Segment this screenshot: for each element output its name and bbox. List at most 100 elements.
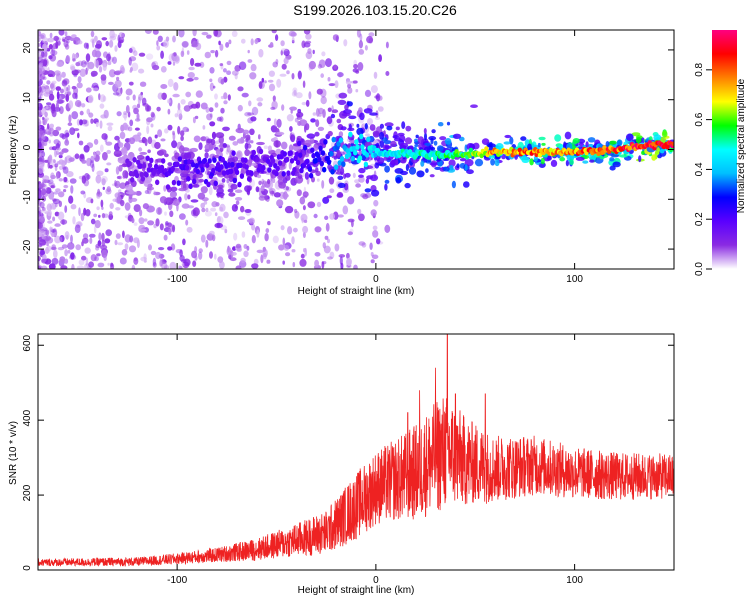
spectrogram-noise-blob xyxy=(48,73,53,78)
spectrogram-ridge-blob xyxy=(183,152,192,160)
spectrogram-noise-blob xyxy=(81,103,86,108)
spectrogram-noise-blob xyxy=(291,73,295,80)
spectrogram-noise-blob xyxy=(50,185,55,189)
spectrogram-noise-blob xyxy=(338,254,346,258)
spectrogram-noise-blob xyxy=(256,229,260,238)
spectrogram-noise-blob xyxy=(59,256,66,263)
spectrogram-ridge-blob xyxy=(364,123,368,130)
spectrogram-ridge-blob xyxy=(330,113,336,119)
spectrogram-noise-blob xyxy=(303,42,311,48)
spectrogram-ridge-blob xyxy=(618,154,628,158)
spectrogram-noise-blob xyxy=(172,61,176,66)
spectrogram-noise-blob xyxy=(385,71,390,76)
spectrogram-noise-blob xyxy=(86,174,91,180)
spectrogram-ridge-core xyxy=(141,163,147,169)
spectrogram-noise-blob xyxy=(203,200,208,205)
spectrogram-noise-blob xyxy=(38,229,46,238)
spectrogram-noise-blob xyxy=(46,47,51,52)
y-tick-label: -10 xyxy=(22,190,33,205)
spectrogram-noise-blob xyxy=(136,103,141,109)
spectrogram-noise-blob xyxy=(258,81,265,89)
spectrogram-noise-blob xyxy=(45,126,52,135)
spectrogram-ridge-blob xyxy=(130,197,138,202)
spectrogram-noise-blob xyxy=(41,258,48,264)
spectrogram-ridge-blob xyxy=(436,145,444,152)
spectrogram-ridge-blob xyxy=(116,176,121,179)
spectrogram-ridge-blob xyxy=(415,134,419,139)
spectrogram-ridge-core xyxy=(139,171,144,178)
spectrogram-noise-blob xyxy=(67,242,75,250)
spectrogram-noise-blob xyxy=(93,151,96,159)
spectrogram-noise-blob xyxy=(372,230,379,238)
spectrogram-noise-blob xyxy=(155,251,162,260)
spectrogram-ridge-core xyxy=(145,155,150,162)
spectrogram-ridge-blob xyxy=(569,159,574,166)
spectrogram-noise-blob xyxy=(41,37,49,44)
spectrogram-noise-blob xyxy=(71,263,75,269)
spectrogram-noise-blob xyxy=(339,256,343,266)
spectrogram-noise-blob xyxy=(68,157,75,162)
spectrogram-ridge-blob xyxy=(267,178,271,185)
spectrogram-noise-blob xyxy=(47,37,55,43)
spectrogram-noise-blob xyxy=(225,42,230,48)
spectrogram-ridge-blob xyxy=(446,121,451,126)
spectrogram-ridge-blob xyxy=(358,174,364,178)
spectrogram-ridge-blob xyxy=(310,118,316,123)
spectrogram-ridge-core xyxy=(177,156,183,162)
spectrogram-noise-blob xyxy=(251,263,259,269)
spectrogram-noise-blob xyxy=(46,242,49,247)
spectrogram-noise-blob xyxy=(91,49,98,58)
spectrogram-noise-blob xyxy=(365,133,370,137)
spectrogram-ridge-core xyxy=(195,168,200,175)
spectrogram-noise-blob xyxy=(359,33,363,42)
spectrogram-noise-blob xyxy=(79,68,87,78)
spectrogram-noise-blob xyxy=(346,257,352,266)
spectrogram-ridge-blob xyxy=(582,160,589,164)
spectrogram-noise-blob xyxy=(378,95,383,101)
spectrogram-ridge-blob xyxy=(119,182,127,189)
spectrogram-ridge-core xyxy=(310,147,315,153)
spectrogram-noise-blob xyxy=(83,42,88,49)
spectrogram-noise-blob xyxy=(208,230,215,236)
spectrogram-noise-blob xyxy=(175,249,183,254)
spectrogram-noise-blob xyxy=(105,141,113,146)
spectrogram-noise-blob xyxy=(258,81,263,89)
spectrogram-noise-blob xyxy=(69,37,75,42)
spectrogram-ridge-blob xyxy=(404,137,413,145)
spectrogram-ridge-blob xyxy=(242,129,250,135)
spectrogram-noise-blob xyxy=(264,233,269,242)
spectrogram-noise-blob xyxy=(338,131,344,138)
spectrogram-ridge-blob xyxy=(158,149,167,156)
spectrogram-ridge-core xyxy=(357,155,363,161)
spectrogram-noise-blob xyxy=(198,142,203,151)
spectrogram-ridge-blob xyxy=(204,143,214,151)
spectrogram-noise-blob xyxy=(336,118,342,124)
colorbar-tick-label: 0.0 xyxy=(694,262,705,276)
spectrogram-noise-blob xyxy=(345,80,352,85)
spectrogram-noise-blob xyxy=(53,191,59,195)
spectrogram-ridge-blob xyxy=(192,184,200,188)
spectrogram-noise-blob xyxy=(176,108,182,117)
spectrogram-noise-blob xyxy=(131,264,136,269)
spectrogram-ridge-core xyxy=(333,164,339,170)
spectrogram-ridge-blob xyxy=(384,122,394,127)
spectrogram-noise-blob xyxy=(209,82,214,92)
spectrogram-noise-blob xyxy=(265,228,270,234)
spectrogram-ridge-core xyxy=(261,164,266,171)
spectrogram-ridge-core xyxy=(238,162,243,169)
spectrogram-noise-blob xyxy=(38,110,42,117)
spectrogram-noise-blob xyxy=(97,262,105,268)
spectrogram-noise-blob xyxy=(62,166,67,170)
spectrogram-noise-blob xyxy=(140,256,148,262)
spectrogram-noise-blob xyxy=(98,93,101,101)
spectrogram-noise-blob xyxy=(48,154,53,161)
spectrogram-noise-blob xyxy=(278,244,285,251)
spectrogram-noise-blob xyxy=(308,60,316,70)
spectrogram-noise-blob xyxy=(321,261,325,269)
spectrogram-noise-blob xyxy=(79,110,84,116)
spectrogram-noise-blob xyxy=(224,228,228,234)
snr-y-axis-label: SNR (10 * v/v) xyxy=(8,421,19,485)
spectrogram-noise-blob xyxy=(248,100,252,107)
spectrogram-noise-blob xyxy=(55,86,61,91)
spectrogram-noise-blob xyxy=(118,32,124,38)
